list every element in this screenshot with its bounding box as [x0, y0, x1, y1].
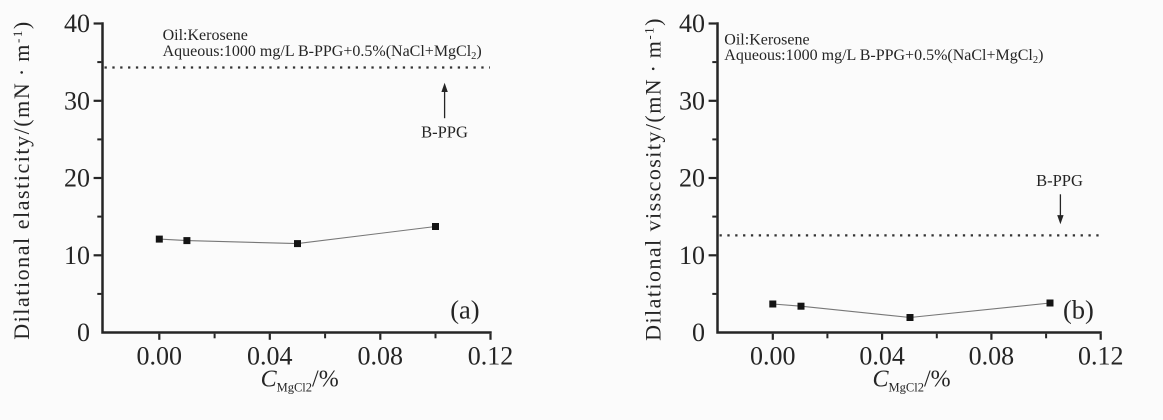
svg-text:0.12: 0.12: [1078, 342, 1124, 371]
svg-text:CMgCl2/%: CMgCl2/%: [873, 366, 951, 394]
svg-text:40: 40: [64, 9, 90, 38]
svg-text:(a): (a): [450, 294, 479, 324]
svg-text:B-PPG: B-PPG: [1036, 171, 1083, 190]
svg-text:40: 40: [679, 9, 705, 38]
svg-text:Dilational visscosity/(mN · m-: Dilational visscosity/(mN · m-1): [641, 17, 666, 341]
svg-text:Dilational elasticity/(mN · m-: Dilational elasticity/(mN · m-1): [9, 20, 34, 340]
svg-text:0.04: 0.04: [247, 342, 293, 371]
svg-text:Oil:Kerosene: Oil:Kerosene: [163, 27, 248, 44]
svg-text:(b): (b): [1063, 294, 1094, 324]
svg-text:B-PPG: B-PPG: [421, 123, 468, 142]
svg-text:0.08: 0.08: [969, 342, 1015, 371]
svg-text:10: 10: [679, 241, 705, 270]
svg-text:Oil:Kerosene: Oil:Kerosene: [724, 31, 809, 48]
svg-text:30: 30: [64, 86, 90, 115]
svg-text:20: 20: [679, 164, 705, 193]
svg-text:0.04: 0.04: [859, 342, 905, 371]
svg-text:Aqueous:1000 mg/L B-PPG+0.5%(N: Aqueous:1000 mg/L B-PPG+0.5%(NaCl+MgCl2): [724, 47, 1043, 66]
svg-text:30: 30: [679, 86, 705, 115]
svg-text:10: 10: [64, 241, 90, 270]
svg-text:0.00: 0.00: [137, 342, 183, 371]
svg-text:CMgCl2/%: CMgCl2/%: [261, 366, 339, 394]
svg-text:0.00: 0.00: [750, 342, 796, 371]
svg-text:0: 0: [692, 318, 705, 347]
svg-text:0.12: 0.12: [468, 342, 514, 371]
svg-text:0.08: 0.08: [358, 342, 404, 371]
svg-text:Aqueous:1000 mg/L B-PPG+0.5%(N: Aqueous:1000 mg/L B-PPG+0.5%(NaCl+MgCl2): [163, 43, 482, 62]
svg-text:0: 0: [77, 318, 90, 347]
svg-text:20: 20: [64, 164, 90, 193]
